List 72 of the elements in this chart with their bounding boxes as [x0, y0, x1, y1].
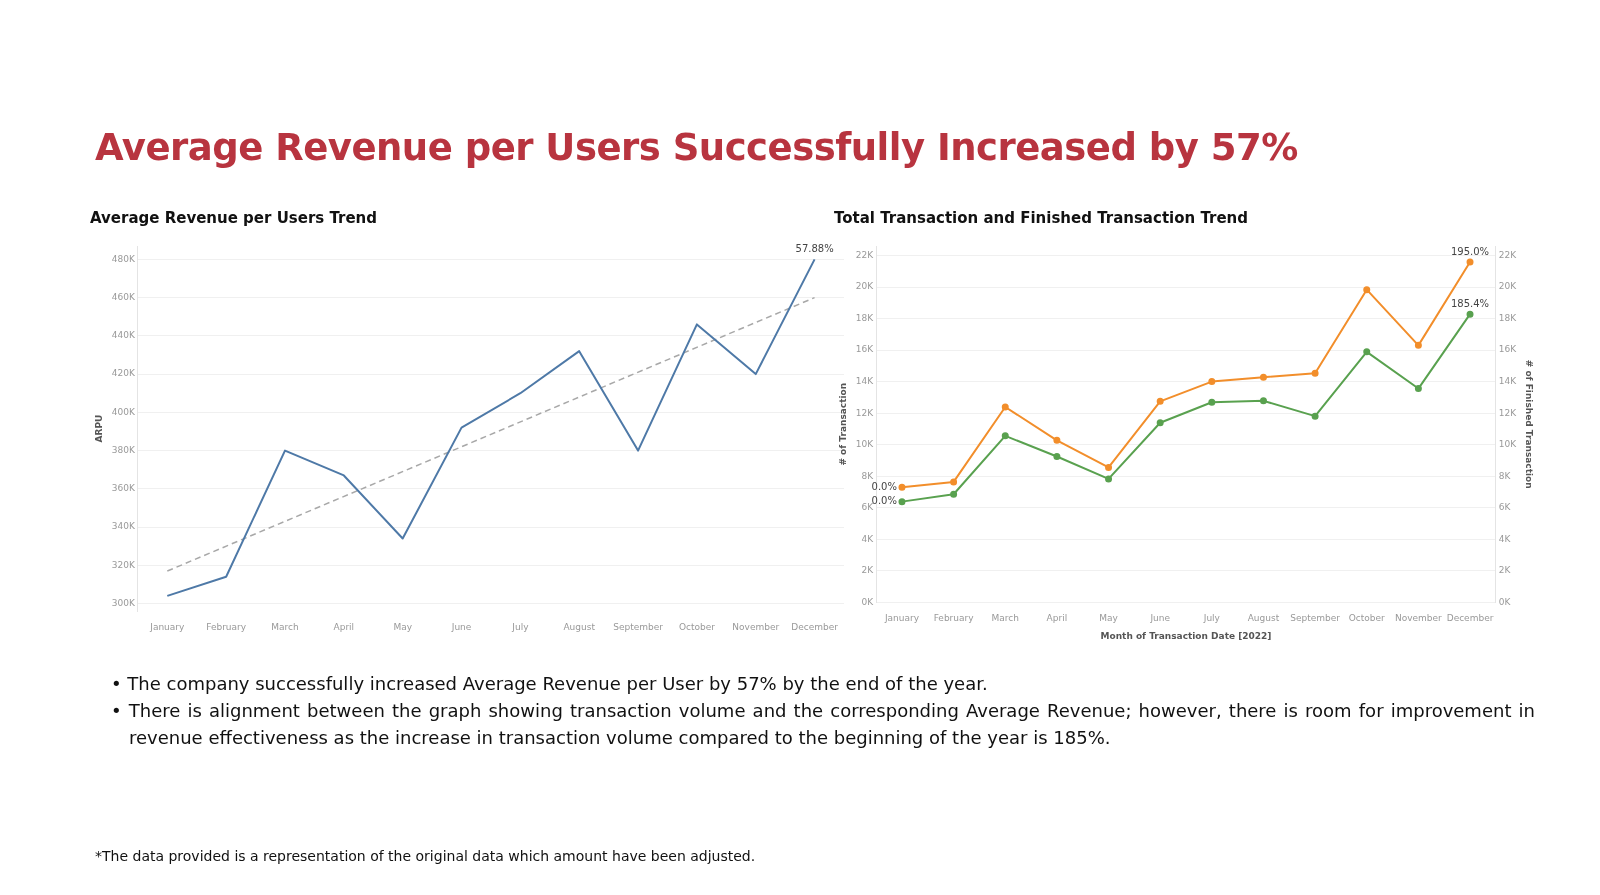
- y-tick-label: 4K: [861, 533, 875, 544]
- y2-tick-label: 18K: [1498, 312, 1518, 323]
- x-tick-label: December: [791, 621, 839, 632]
- x-tick-label: November: [732, 621, 780, 632]
- y2-axis-title: # of Finished Transaction: [1524, 359, 1535, 489]
- x-tick-label: July: [511, 621, 530, 632]
- x-axis-title: Month of Transaction Date [2022]: [1100, 630, 1272, 641]
- y-tick-label: 12K: [855, 407, 875, 418]
- y-tick-label: 2K: [861, 565, 875, 576]
- y2-tick-label: 20K: [1498, 281, 1518, 292]
- text: • The company successfully increased Average Revenue per User by 57% by the end of the year.: [111, 672, 989, 696]
- y2-tick-label: 2K: [1498, 565, 1512, 576]
- y-tick-label: 380K: [111, 444, 136, 455]
- text: • There is alignment between the graph showing transaction volume and the corresponding Average Revenue; however, there is room for improvement in revenue effectiveness as the increase in transaction volume compared to the beginning of the year is 185%.: [111, 699, 1535, 750]
- y-axis-title: ARPU: [93, 414, 104, 443]
- y2-tick-label: 0K: [1498, 596, 1512, 607]
- x-tick-label: March: [991, 613, 1019, 624]
- annotation: 185.4%: [1450, 297, 1490, 309]
- y-tick-label: 10K: [855, 439, 875, 450]
- chart-title: Average Revenue per Users Trend: [90, 208, 378, 227]
- x-tick-label: January: [883, 613, 920, 624]
- y-tick-label: 22K: [855, 249, 875, 260]
- text: *The data provided is a representation of the original data which amount have been adjusted.: [95, 848, 757, 864]
- text: Average Revenue per Users Successfully Increased by 57%: [95, 126, 1299, 169]
- x-tick-label: July: [1202, 613, 1221, 624]
- annotation: 57.88%: [795, 242, 834, 254]
- y-tick-label: 8K: [861, 470, 875, 481]
- y-tick-label: 16K: [855, 344, 875, 355]
- y-tick-label: 0K: [861, 596, 875, 607]
- y-tick-label: 440K: [111, 330, 136, 341]
- x-tick-label: October: [678, 621, 716, 632]
- y-tick-label: 460K: [111, 291, 136, 302]
- y-tick-label: 320K: [111, 559, 136, 570]
- x-tick-label: April: [333, 621, 355, 632]
- y2-tick-label: 4K: [1498, 533, 1512, 544]
- x-tick-label: January: [149, 621, 186, 632]
- x-tick-label: February: [206, 621, 247, 632]
- y2-tick-label: 12K: [1498, 407, 1518, 418]
- x-tick-label: March: [271, 621, 299, 632]
- x-tick-label: December: [1446, 613, 1494, 624]
- x-tick-label: April: [1046, 613, 1068, 624]
- annotation: 0.0%: [871, 480, 897, 492]
- x-tick-label: June: [1149, 613, 1171, 624]
- y-tick-label: 480K: [111, 253, 136, 264]
- y2-tick-label: 22K: [1498, 249, 1518, 260]
- y2-tick-label: 6K: [1498, 502, 1512, 513]
- x-tick-label: May: [393, 621, 413, 632]
- y2-tick-label: 16K: [1498, 344, 1518, 355]
- y2-tick-label: 8K: [1498, 470, 1512, 481]
- x-tick-label: June: [450, 621, 472, 632]
- y-axis-title: # of Transaction: [837, 382, 848, 466]
- annotation: 0.0%: [871, 495, 897, 507]
- y-tick-label: 400K: [111, 406, 136, 417]
- x-tick-label: August: [563, 621, 596, 632]
- chart-title: Total Transaction and Finished Transaction Trend: [834, 208, 1248, 227]
- x-tick-label: November: [1394, 613, 1443, 624]
- x-tick-label: September: [1290, 613, 1341, 624]
- y2-tick-label: 10K: [1498, 439, 1518, 450]
- x-tick-label: May: [1099, 613, 1119, 624]
- y-tick-label: 14K: [855, 375, 875, 386]
- x-tick-label: February: [933, 613, 975, 624]
- x-tick-label: August: [1247, 613, 1280, 624]
- y-tick-label: 340K: [111, 521, 136, 532]
- y2-tick-label: 14K: [1498, 375, 1518, 386]
- x-tick-label: October: [1348, 613, 1386, 624]
- y-tick-label: 20K: [855, 281, 875, 292]
- x-tick-label: September: [613, 621, 664, 632]
- y-tick-label: 420K: [111, 368, 136, 379]
- y-tick-label: 360K: [111, 483, 136, 494]
- annotation: 195.0%: [1450, 245, 1490, 257]
- y-tick-label: 18K: [855, 312, 875, 323]
- y-tick-label: 300K: [111, 597, 136, 608]
